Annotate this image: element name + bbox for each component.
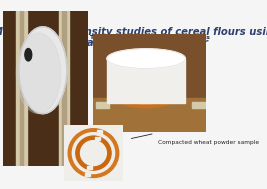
Text: WSRR: WSRR — [131, 127, 180, 139]
Bar — [20, 11, 23, 166]
Circle shape — [68, 129, 119, 177]
Bar — [59, 11, 69, 166]
Bar — [97, 130, 102, 133]
Bar — [107, 59, 185, 103]
Bar — [95, 137, 100, 140]
Text: Moisture and density studies of cereal flours using: Moisture and density studies of cereal f… — [0, 27, 267, 37]
Bar — [192, 102, 206, 108]
Ellipse shape — [118, 90, 174, 108]
Circle shape — [19, 27, 67, 114]
Ellipse shape — [121, 90, 171, 104]
Bar — [96, 102, 109, 108]
Circle shape — [72, 133, 115, 174]
Ellipse shape — [107, 49, 185, 68]
Bar — [87, 166, 92, 169]
Text: Compacted wheat powder sample: Compacted wheat powder sample — [158, 139, 259, 145]
Text: Transmitting and receiving probes
of VNA: Transmitting and receiving probes of VNA — [89, 35, 210, 62]
Circle shape — [25, 49, 32, 61]
Bar — [93, 98, 206, 132]
Text: metamaterial SRR sensor: metamaterial SRR sensor — [65, 38, 208, 48]
Circle shape — [81, 141, 106, 166]
Bar — [85, 173, 90, 176]
Circle shape — [16, 33, 61, 114]
Bar — [62, 11, 66, 166]
Bar — [16, 11, 27, 166]
Circle shape — [76, 136, 111, 170]
